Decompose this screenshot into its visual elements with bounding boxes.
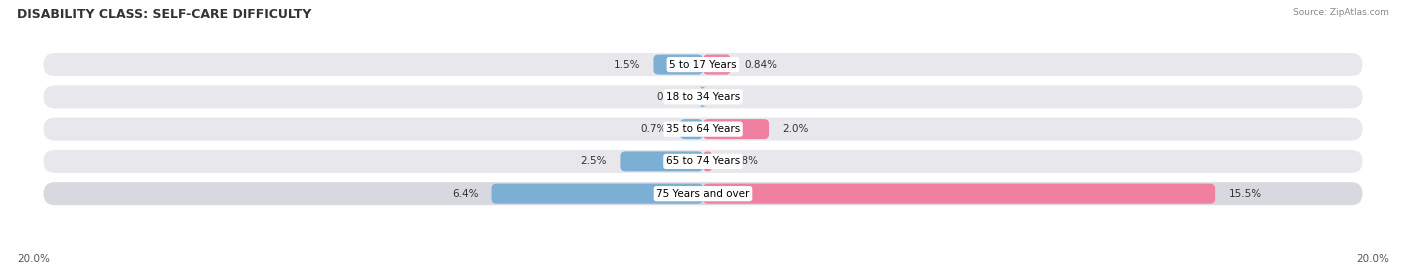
FancyBboxPatch shape [703,151,713,171]
Text: 2.0%: 2.0% [782,124,808,134]
FancyBboxPatch shape [42,84,1364,110]
Text: 0.84%: 0.84% [744,59,778,70]
FancyBboxPatch shape [703,184,1215,204]
FancyBboxPatch shape [42,116,1364,142]
Text: 20.0%: 20.0% [1357,254,1389,264]
FancyBboxPatch shape [492,184,703,204]
Text: DISABILITY CLASS: SELF-CARE DIFFICULTY: DISABILITY CLASS: SELF-CARE DIFFICULTY [17,8,311,21]
Text: 1.5%: 1.5% [614,59,640,70]
FancyBboxPatch shape [681,119,703,139]
Text: 2.5%: 2.5% [581,156,607,167]
FancyBboxPatch shape [703,55,731,75]
FancyBboxPatch shape [42,148,1364,174]
Text: Source: ZipAtlas.com: Source: ZipAtlas.com [1294,8,1389,17]
Text: 20.0%: 20.0% [17,254,49,264]
FancyBboxPatch shape [620,151,703,171]
Text: 18 to 34 Years: 18 to 34 Years [666,92,740,102]
Text: 0.0%: 0.0% [716,92,742,102]
FancyBboxPatch shape [42,181,1364,207]
FancyBboxPatch shape [703,119,769,139]
FancyBboxPatch shape [42,52,1364,77]
Text: 65 to 74 Years: 65 to 74 Years [666,156,740,167]
Text: 5 to 17 Years: 5 to 17 Years [669,59,737,70]
Text: 0.7%: 0.7% [640,124,666,134]
Text: 15.5%: 15.5% [1229,189,1261,199]
Text: 35 to 64 Years: 35 to 64 Years [666,124,740,134]
FancyBboxPatch shape [697,87,707,107]
Text: 0.28%: 0.28% [725,156,758,167]
FancyBboxPatch shape [654,55,703,75]
Text: 75 Years and over: 75 Years and over [657,189,749,199]
Text: 6.4%: 6.4% [451,189,478,199]
Text: 0.03%: 0.03% [657,92,689,102]
